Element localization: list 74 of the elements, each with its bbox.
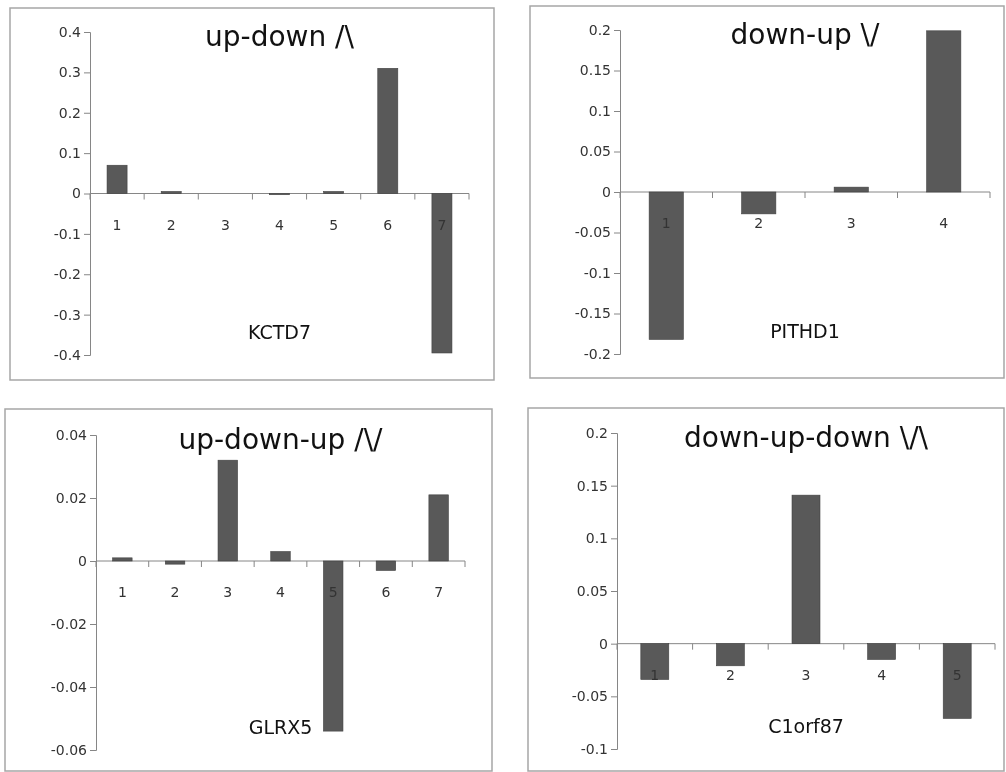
bar [428, 494, 449, 562]
x-tick-label: 6 [381, 584, 391, 600]
x-axis-title: PITHD1 [770, 320, 840, 342]
chart-title: down-up-down \/\ [683, 421, 929, 454]
bar [648, 191, 684, 340]
bar [741, 191, 777, 215]
y-tick-label: 0.3 [58, 64, 81, 81]
x-tick-label: 2 [166, 216, 176, 233]
y-tick-label: -0.2 [53, 266, 81, 283]
y-tick-label: -0.1 [580, 740, 608, 757]
bar [112, 557, 133, 562]
x-tick-label: 4 [276, 584, 286, 600]
y-tick-label: 0.15 [576, 477, 608, 494]
x-axis-title: C1orf87 [768, 715, 844, 737]
y-tick-label: 0 [602, 183, 611, 200]
x-tick-label: 4 [275, 216, 285, 233]
chart-title: up-down-up /\/ [178, 423, 384, 456]
y-tick-label: 0.04 [55, 426, 88, 443]
y-tick-label: -0.05 [571, 688, 608, 705]
y-tick-label: 0.2 [588, 21, 611, 38]
x-tick-label: 1 [117, 584, 127, 600]
x-tick-label: 3 [223, 584, 233, 600]
x-tick-label: 3 [220, 216, 230, 233]
bar [431, 193, 453, 354]
chart-title: up-down /\ [205, 20, 355, 53]
x-tick-label: 4 [877, 666, 887, 683]
bar [926, 30, 962, 193]
bar [833, 186, 869, 193]
bar [323, 560, 344, 732]
x-tick-label: 4 [939, 215, 949, 231]
y-tick-label: 0.15 [579, 62, 611, 79]
y-tick-label: -0.2 [583, 345, 611, 362]
x-tick-label: 7 [434, 584, 444, 600]
y-tick-label: 0.1 [58, 145, 81, 162]
y-tick-label: -0.1 [53, 225, 81, 242]
x-axis-title: GLRX5 [248, 716, 313, 738]
x-tick-label: 1 [650, 666, 660, 683]
y-tick-label: -0.06 [50, 741, 88, 758]
y-tick-label: -0.04 [50, 678, 88, 695]
y-tick-label: 0.2 [58, 104, 81, 121]
y-tick-label: -0.1 [583, 264, 611, 281]
x-tick-label: 2 [754, 215, 764, 231]
x-tick-label: 2 [170, 584, 180, 600]
y-tick-label: 0 [72, 185, 81, 202]
x-tick-label: 3 [801, 666, 811, 683]
bar [165, 560, 186, 565]
y-tick-label: -0.4 [53, 346, 82, 363]
y-tick-label: -0.3 [53, 306, 81, 323]
y-tick-label: 0 [599, 635, 608, 652]
bar [160, 191, 182, 194]
y-tick-label: 0.02 [55, 489, 87, 506]
y-tick-label: 0.1 [585, 530, 608, 547]
bar [106, 164, 128, 194]
chart-title: down-up \/ [730, 18, 881, 51]
x-tick-label: 3 [846, 215, 856, 231]
y-tick-label: -0.15 [574, 305, 611, 322]
bar [217, 459, 238, 562]
y-tick-label: -0.02 [50, 615, 87, 632]
y-tick-label: 0.05 [576, 582, 608, 599]
y-tick-label: -0.05 [574, 224, 611, 241]
y-tick-label: 0.05 [579, 143, 611, 160]
bar [270, 551, 291, 562]
y-tick-label: 0.2 [585, 424, 608, 441]
y-tick-label: 0 [78, 552, 87, 569]
x-tick-label: 2 [725, 666, 735, 683]
x-tick-label: 1 [112, 216, 122, 233]
y-tick-label: 0.1 [588, 102, 611, 119]
x-axis-title: KCTD7 [247, 321, 312, 343]
x-tick-label: 5 [329, 216, 339, 233]
y-tick-label: 0.4 [58, 23, 82, 40]
bar [377, 68, 399, 194]
bar [375, 560, 396, 571]
bar [323, 191, 344, 194]
x-tick-label: 6 [383, 216, 393, 233]
